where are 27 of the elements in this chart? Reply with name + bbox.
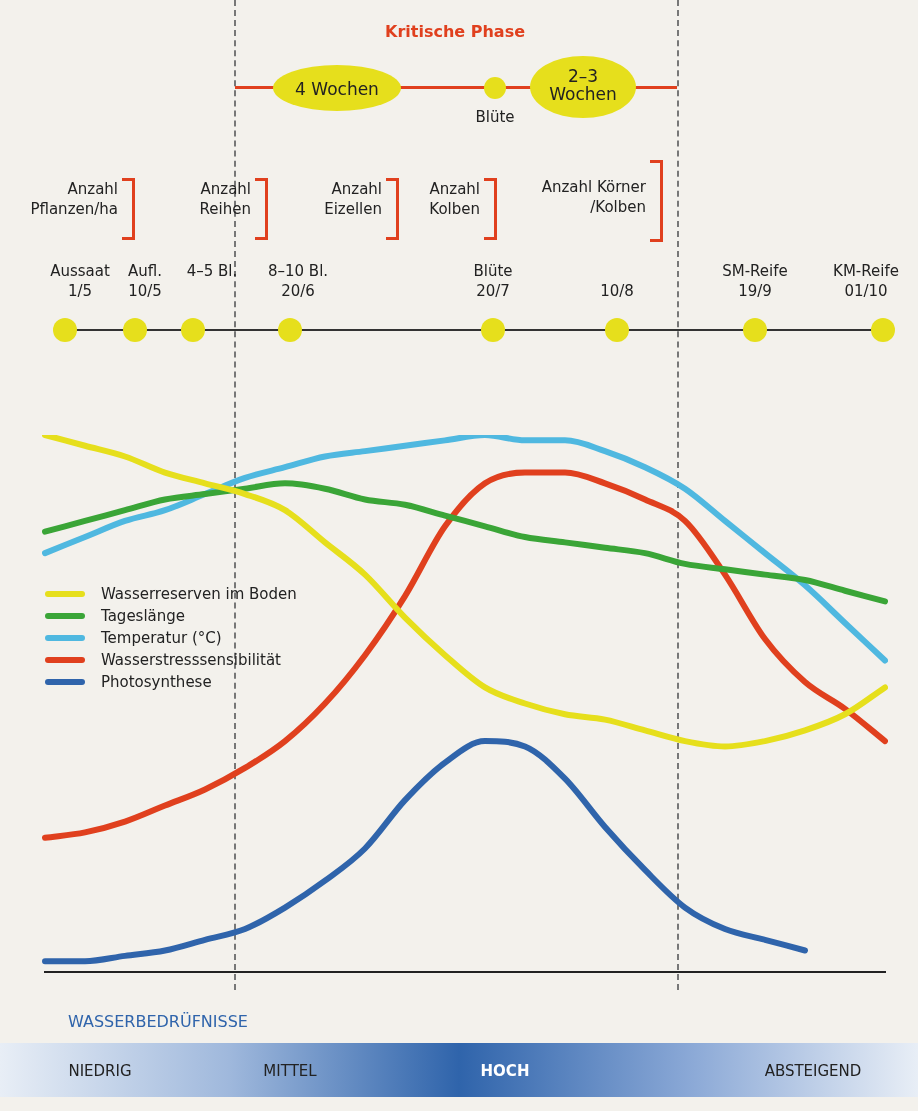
text: SM-Reife 19/9	[722, 262, 788, 301]
text: NIEDRIG	[68, 1062, 132, 1082]
text: Anzahl Kolben	[429, 180, 480, 219]
legend-label: Tageslänge	[101, 607, 186, 625]
text: WASSERBEDRÜFNISSE	[68, 1012, 248, 1033]
text: KM-Reife 01/10	[833, 262, 899, 301]
legend-label: Wasserreserven im Boden	[101, 585, 297, 603]
text: 10/8	[600, 282, 634, 302]
legend-label: Temperatur (°C)	[101, 629, 222, 647]
text: 4 Wochen	[295, 78, 379, 101]
text: 4–5 Bl.	[186, 262, 238, 282]
text: Blüte	[475, 108, 515, 128]
text: Aussaat 1/5	[50, 262, 110, 301]
text: Kritische Phase	[384, 22, 526, 43]
text: Blüte 20/7	[473, 262, 513, 301]
text: Anzahl Pflanzen/ha	[30, 180, 118, 219]
text: Anzahl Eizellen	[324, 180, 382, 219]
text: 2–3 Wochen	[549, 66, 617, 104]
text: HOCH	[480, 1062, 530, 1082]
legend-label: Wasserstresssensibilität	[101, 651, 281, 669]
legend-label: Photosynthese	[101, 673, 212, 691]
text: Aufl. 10/5	[128, 262, 162, 301]
text: MITTEL	[263, 1062, 317, 1082]
text: Anzahl Reihen	[199, 180, 251, 219]
text: 8–10 Bl. 20/6	[267, 262, 329, 301]
text: Anzahl Körner /Kolben	[541, 178, 646, 217]
text: ABSTEIGEND	[764, 1062, 862, 1082]
